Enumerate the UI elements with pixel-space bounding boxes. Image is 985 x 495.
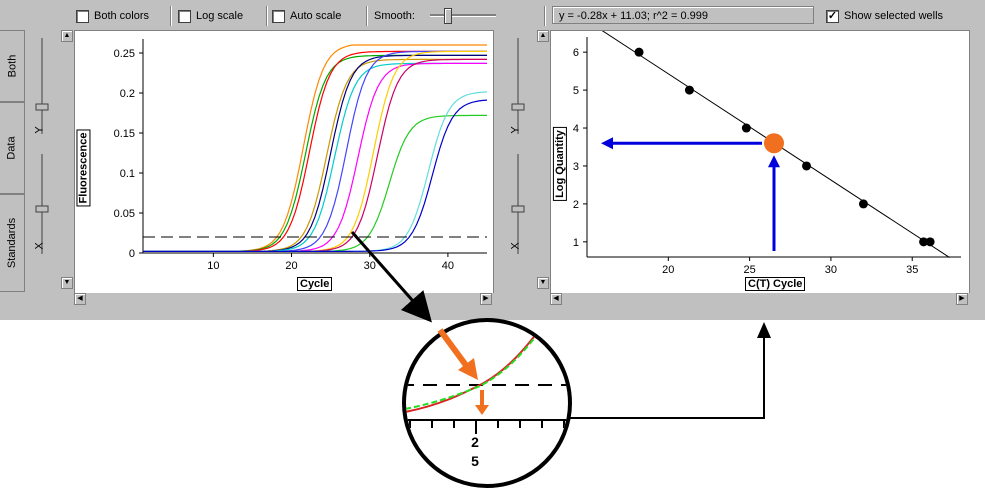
toolbar-separator: [544, 6, 546, 26]
result-connector-line: [556, 336, 765, 419]
qpcr-analysis-window: Both colors Log scale Auto scale Smooth:…: [0, 0, 985, 320]
cycle-axis-label: Cycle: [297, 277, 333, 291]
both-colors-label: Both colors: [94, 10, 150, 22]
scroll-left-button[interactable]: ◀: [74, 293, 86, 305]
x-tick-label: 30: [825, 264, 837, 276]
blue-up-arrowhead: [768, 155, 780, 168]
y-tick-label: 0.05: [114, 208, 135, 220]
unknown-sample-marker: [764, 133, 784, 154]
scroll-left-button[interactable]: ◀: [550, 293, 562, 305]
amplification-curve: [143, 99, 488, 252]
right-axis-zoom-sliders[interactable]: [506, 34, 534, 274]
amplification-chart: 0 0.05 0.1 0.15 0.2 0.25 10 20 30 40: [114, 39, 488, 272]
auto-scale-label: Auto scale: [290, 10, 342, 22]
zoom-axis-ticks: [409, 420, 565, 434]
y-tick-label: 0.1: [120, 168, 135, 180]
y-tick-label: 6: [573, 47, 579, 59]
standard-point: [919, 237, 929, 247]
x-tick-label: 40: [442, 260, 454, 272]
zoom-orange-arrowhead: [458, 358, 478, 380]
standard-point: [684, 85, 694, 95]
zoom-red-curve: [406, 322, 546, 413]
y-tick-label: 0: [129, 248, 135, 260]
checkbox-box[interactable]: [178, 9, 191, 23]
side-tabs: Both Data Standards: [0, 30, 26, 292]
result-connector-arrowhead: [757, 322, 771, 338]
x-tick-label: 20: [285, 260, 297, 272]
tab-both[interactable]: Both: [0, 30, 25, 102]
show-selected-wells-checkbox[interactable]: ✓ Show selected wells: [826, 8, 943, 24]
zoom-magnifier-circle: [402, 318, 572, 488]
standard-point: [802, 161, 812, 171]
y-tick-label: 4: [573, 123, 579, 135]
zoom-magnifier-content: [406, 322, 568, 434]
zoom-green-curve: [406, 323, 546, 410]
scroll-up-button[interactable]: ▲: [537, 30, 549, 42]
standard-point: [925, 237, 935, 247]
x-tick-label: 20: [662, 264, 674, 276]
scroll-right-button[interactable]: ▶: [480, 293, 492, 305]
smooth-slider-track[interactable]: [430, 14, 496, 17]
log-scale-checkbox[interactable]: Log scale: [178, 8, 243, 24]
zoom-tick-label-top: 2: [471, 434, 479, 450]
x-tick-label: 25: [743, 264, 755, 276]
standard-point: [741, 123, 751, 133]
blue-left-arrowhead: [601, 137, 613, 150]
toolbar-separator: [366, 6, 368, 26]
standard-curve-panel: 1 2 3 4 5 6 20 25 30 35 C(T) Cycle Log Quantity: [550, 26, 970, 294]
both-colors-checkbox[interactable]: Both colors: [76, 8, 149, 24]
scroll-down-button[interactable]: ▼: [61, 277, 73, 289]
y-tick-label: 2: [573, 199, 579, 211]
checkbox-box-checked[interactable]: ✓: [826, 9, 839, 23]
auto-scale-checkbox[interactable]: Auto scale: [272, 8, 341, 24]
checkbox-box[interactable]: [272, 9, 285, 23]
right-vertical-scrollbar[interactable]: ▲ ▼: [537, 30, 550, 292]
amplification-plot-panel: 0 0.05 0.1 0.15 0.2 0.25 10 20 30 40 Cycle Fluore…: [74, 30, 494, 294]
y-tick-label: 3: [573, 161, 579, 173]
checkbox-box[interactable]: [76, 9, 89, 23]
scroll-down-button[interactable]: ▼: [537, 277, 549, 289]
zoom-connector-arrow: [350, 231, 432, 323]
toolbar-separator: [266, 6, 268, 26]
toolbar: Both colors Log scale Auto scale Smooth:…: [0, 0, 985, 30]
left-horizontal-scrollbar[interactable]: ◀ ▶: [74, 293, 494, 306]
tab-standards[interactable]: Standards: [0, 194, 25, 292]
y-tick-label: 1: [573, 237, 579, 249]
show-selected-wells-label: Show selected wells: [844, 10, 944, 22]
x-tick-label: 10: [207, 260, 219, 272]
scroll-up-button[interactable]: ▲: [61, 30, 73, 42]
standard-point: [858, 199, 868, 209]
ct-cycle-axis-label: C(T) Cycle: [745, 277, 806, 291]
regression-equation: y = -0.28x + 11.03; r^2 = 0.999: [552, 6, 814, 24]
y-tick-label: 0.2: [120, 88, 135, 100]
zoom-orange-arrow-shaft: [437, 328, 471, 370]
standard-point: [634, 47, 644, 57]
y-tick-label: 0.15: [114, 128, 135, 140]
zoom-orange-down-arrowhead: [475, 405, 489, 415]
smooth-slider-thumb[interactable]: [444, 8, 452, 24]
tab-data[interactable]: Data: [0, 102, 25, 194]
y-tick-label: 5: [573, 85, 579, 97]
standard-curve-chart: 1 2 3 4 5 6 20 25 30 35: [573, 26, 961, 276]
left-axis-zoom-sliders[interactable]: [30, 34, 58, 274]
x-tick-label: 30: [364, 260, 376, 272]
scroll-right-button[interactable]: ▶: [956, 293, 968, 305]
zoom-tick-label-bottom: 5: [471, 453, 479, 469]
left-vertical-scrollbar[interactable]: ▲ ▼: [61, 30, 74, 292]
smooth-label: Smooth:: [374, 10, 415, 22]
toolbar-separator: [170, 6, 172, 26]
right-horizontal-scrollbar[interactable]: ◀ ▶: [550, 293, 970, 306]
y-tick-label: 0.25: [114, 48, 135, 60]
x-tick-label: 35: [906, 264, 918, 276]
log-scale-label: Log scale: [196, 10, 244, 22]
